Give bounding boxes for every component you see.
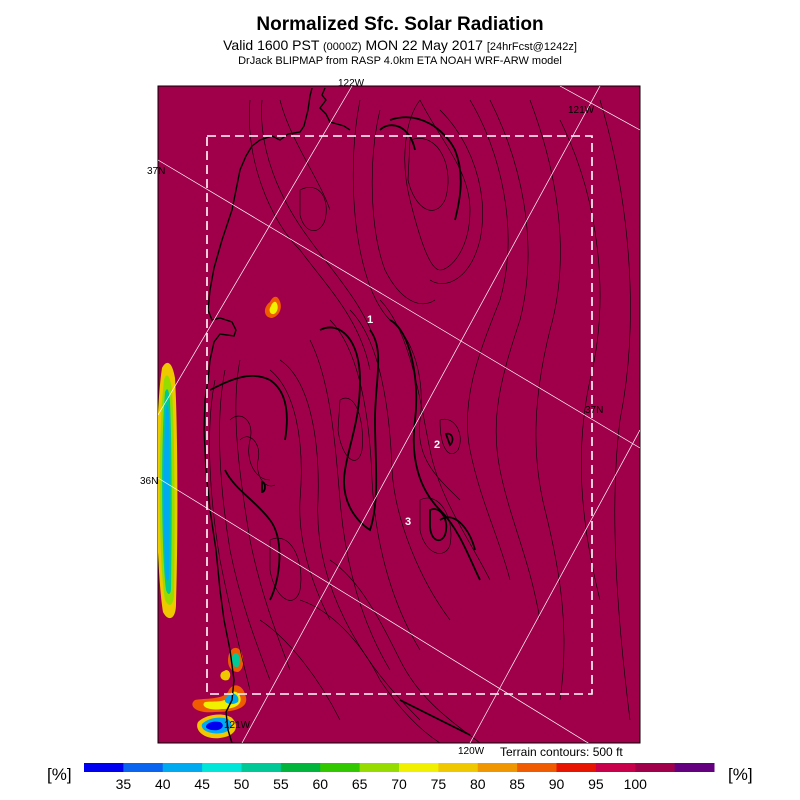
map-title: Normalized Sfc. Solar Radiation [256, 14, 544, 35]
label-120w: 120W [458, 746, 485, 757]
coastline [203, 87, 351, 743]
meridian-122w [158, 86, 353, 416]
contour-label-2: 2 [434, 439, 440, 451]
label-121w-bottom: 121W [224, 720, 251, 731]
patch-west-strip [158, 362, 178, 619]
colorbar-unit-left: [%] [47, 765, 72, 784]
valid-utc: (0000Z) [323, 41, 362, 53]
parallel-36n [158, 477, 589, 743]
contour-label-3: 3 [405, 516, 411, 528]
lat-lon-grid [158, 86, 640, 743]
valid-time: Valid 1600 PST [223, 37, 320, 53]
patch-coast-east [264, 296, 281, 318]
model-line: DrJack BLIPMAP from RASP 4.0km ETA NOAH … [238, 55, 562, 67]
label-121w-top: 121W [568, 105, 595, 116]
label-37n-left: 37N [147, 166, 165, 177]
low-radiation-patches [158, 296, 281, 739]
label-122w: 122W [338, 78, 365, 89]
grid-labels: 122W 121W 37N 37N 36N 121W [140, 78, 603, 731]
thick-terrain-contours [209, 116, 481, 736]
contour-label-1: 1 [367, 314, 373, 326]
contour-labels: 1 2 3 [367, 314, 440, 528]
forecast-label: [24hrFcst@1242z] [486, 41, 577, 53]
meridian-120w [469, 429, 640, 743]
valid-time-line: Valid 1600 PST (0000Z) MON 22 May 2017 [… [0, 37, 800, 53]
valid-date: MON 22 May 2017 [365, 37, 483, 53]
colorbar-unit-right: [%] [728, 765, 753, 784]
terrain-contours [203, 87, 631, 743]
inner-domain-box [206, 135, 593, 695]
label-37n-right: 37N [585, 405, 603, 416]
label-36n: 36N [140, 476, 158, 487]
meridian-121w [241, 86, 601, 743]
terrain-contour-note: Terrain contours: 500 ft [500, 745, 623, 759]
parallel-38n [559, 86, 640, 131]
radiation-field [157, 85, 641, 744]
parallel-37n [158, 159, 640, 449]
